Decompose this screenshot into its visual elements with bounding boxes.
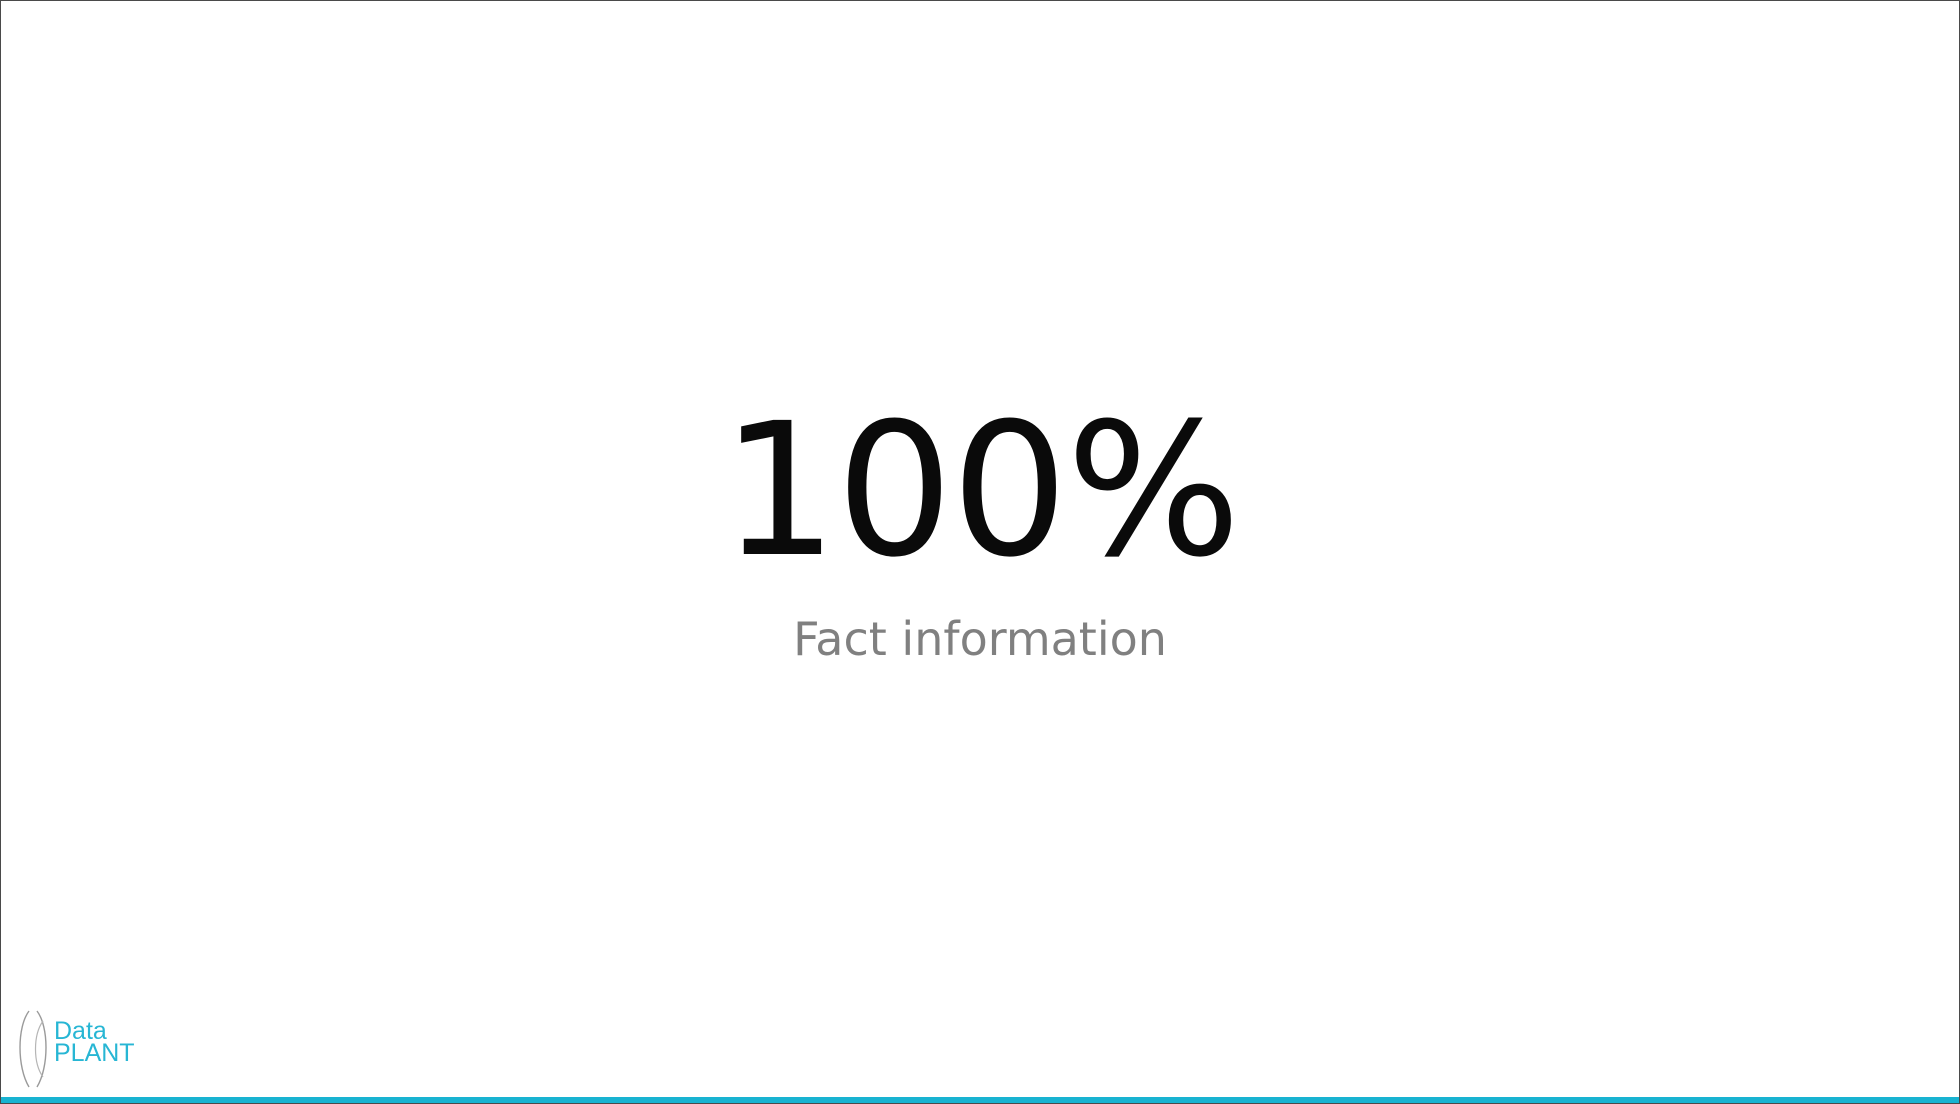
logo-text: Data PLANT xyxy=(54,1017,135,1067)
dataplant-logo: Data PLANT xyxy=(15,1007,145,1091)
logo-line-plant: PLANT xyxy=(54,1039,135,1067)
accent-bar xyxy=(1,1097,1959,1103)
fact-caption: Fact information xyxy=(793,612,1167,666)
fact-block: 100% Fact information xyxy=(1,391,1959,669)
fact-value: 100% xyxy=(720,384,1241,598)
logo-line-data: Data xyxy=(54,1017,107,1045)
dataplant-arcs-icon xyxy=(19,1010,47,1088)
